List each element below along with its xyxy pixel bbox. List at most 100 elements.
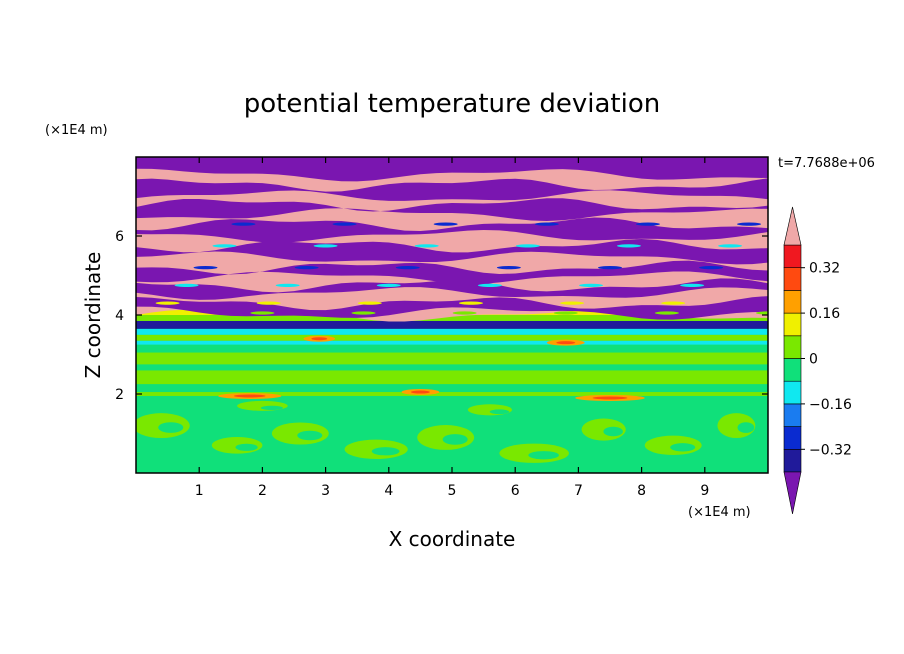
- layer-band: [136, 340, 768, 345]
- z-tick-label: 4: [115, 308, 124, 324]
- green-region: [442, 434, 468, 445]
- x-tick-label: 2: [258, 483, 267, 499]
- edge-streak: [553, 311, 578, 315]
- z-tick-label: 2: [115, 387, 124, 403]
- x-tick-label: 9: [700, 483, 709, 499]
- colorbar-box: [783, 267, 802, 291]
- green-region: [371, 447, 400, 456]
- z-axis-title: Z coordinate: [81, 252, 105, 379]
- warm-streak-core: [556, 341, 576, 345]
- edge-streak: [193, 266, 218, 270]
- edge-streak: [332, 222, 357, 226]
- green-region: [297, 430, 323, 441]
- edge-streak: [654, 311, 679, 315]
- layer-band: [136, 157, 768, 322]
- edge-streak: [680, 283, 705, 287]
- colorbar-box: [783, 290, 802, 314]
- layer-band: [136, 315, 768, 321]
- colorbar-tick-label: −0.16: [809, 397, 852, 413]
- colorbar-tick-label: −0.32: [809, 442, 852, 458]
- colorbar-max-triangle: [783, 206, 802, 246]
- z-tick-label: 6: [115, 229, 124, 245]
- edge-streak: [560, 301, 585, 305]
- x-axis: 1 2 3 4 5 6 7 8 9: [195, 157, 709, 499]
- edge-streak: [635, 222, 660, 226]
- warm-streak-core: [311, 337, 328, 341]
- z-unit-label: (×1E4 m): [45, 123, 108, 138]
- green-region: [235, 443, 258, 451]
- warm-streak-core: [233, 394, 266, 398]
- layer-band: [136, 344, 768, 353]
- edge-streak: [357, 301, 382, 305]
- layer-band: [136, 384, 768, 393]
- lime-region: [237, 400, 288, 411]
- green-region: [489, 409, 510, 415]
- edge-streak: [376, 283, 401, 287]
- green-region: [603, 426, 623, 437]
- edge-streak: [598, 266, 622, 270]
- colorbar-box: [783, 335, 802, 359]
- edge-streak: [579, 283, 604, 287]
- layer-band: [136, 392, 768, 396]
- x-tick-label: 6: [511, 483, 520, 499]
- edge-streak: [256, 301, 281, 305]
- lime-region: [467, 404, 513, 416]
- layer-band: [136, 198, 768, 221]
- green-region: [670, 443, 696, 452]
- edge-streak: [174, 283, 199, 287]
- colorbar-box: [783, 358, 802, 382]
- x-unit-label: (×1E4 m): [688, 505, 751, 520]
- green-region: [158, 422, 184, 433]
- edge-streak: [250, 311, 275, 315]
- layer-band: [136, 178, 768, 201]
- colorbar-tick-label: 0.32: [809, 261, 840, 277]
- time-label: t=7.7688e+06: [778, 156, 875, 171]
- warm-streak-core: [592, 396, 628, 400]
- layer-band: [136, 278, 768, 300]
- colorbar: 0.32 0.16 0 −0.16 −0.32: [783, 206, 852, 515]
- contour-field: [136, 157, 768, 473]
- edge-streak: [433, 222, 458, 226]
- edge-streak: [477, 283, 502, 287]
- edge-streak: [515, 244, 540, 248]
- layer-band: [136, 157, 768, 182]
- edge-streak: [756, 311, 768, 315]
- edge-streak: [534, 222, 559, 226]
- x-tick-label: 3: [321, 483, 330, 499]
- colorbar-box: [783, 312, 802, 337]
- colorbar-box: [783, 426, 802, 450]
- layer-band: [136, 352, 768, 365]
- edge-streak: [313, 244, 338, 248]
- edge-streak: [275, 283, 300, 287]
- x-tick-label: 7: [574, 483, 583, 499]
- layer-band: [136, 238, 768, 265]
- colorbar-tick-label: 0: [809, 352, 818, 368]
- x-tick-label: 8: [637, 483, 646, 499]
- colorbar-min-triangle: [783, 471, 802, 515]
- layer-band: [136, 370, 768, 385]
- layer-band: [136, 328, 768, 335]
- x-axis-title: X coordinate: [389, 527, 516, 551]
- layer-band: [136, 260, 768, 285]
- green-region: [528, 451, 559, 460]
- colorbar-box: [783, 244, 802, 269]
- edge-streak: [496, 266, 521, 270]
- layer-band: [136, 296, 768, 320]
- layer-band: [136, 364, 768, 371]
- colorbar-tick-label: 0.16: [809, 306, 840, 322]
- layer-band: [136, 320, 768, 329]
- edge-streak: [718, 244, 743, 248]
- x-tick-label: 5: [448, 483, 457, 499]
- green-region: [260, 405, 284, 410]
- edge-streak: [616, 244, 641, 248]
- edge-streak: [414, 244, 439, 248]
- z-axis: 2 4 6: [115, 229, 768, 403]
- edge-streak: [395, 266, 420, 270]
- edge-streak: [294, 266, 319, 270]
- edge-streak: [458, 301, 483, 305]
- edge-streak: [661, 301, 686, 305]
- edge-streak: [699, 266, 724, 270]
- colorbar-box: [783, 380, 802, 405]
- colorbar-box: [783, 403, 802, 427]
